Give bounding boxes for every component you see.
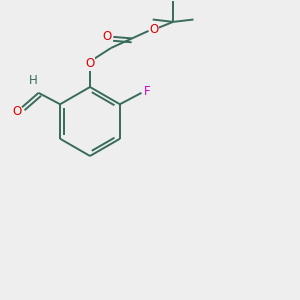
- Text: O: O: [103, 29, 112, 43]
- Text: F: F: [144, 85, 150, 98]
- Text: O: O: [85, 57, 94, 70]
- Text: O: O: [12, 105, 21, 118]
- Text: H: H: [29, 74, 38, 87]
- Text: O: O: [150, 23, 159, 36]
